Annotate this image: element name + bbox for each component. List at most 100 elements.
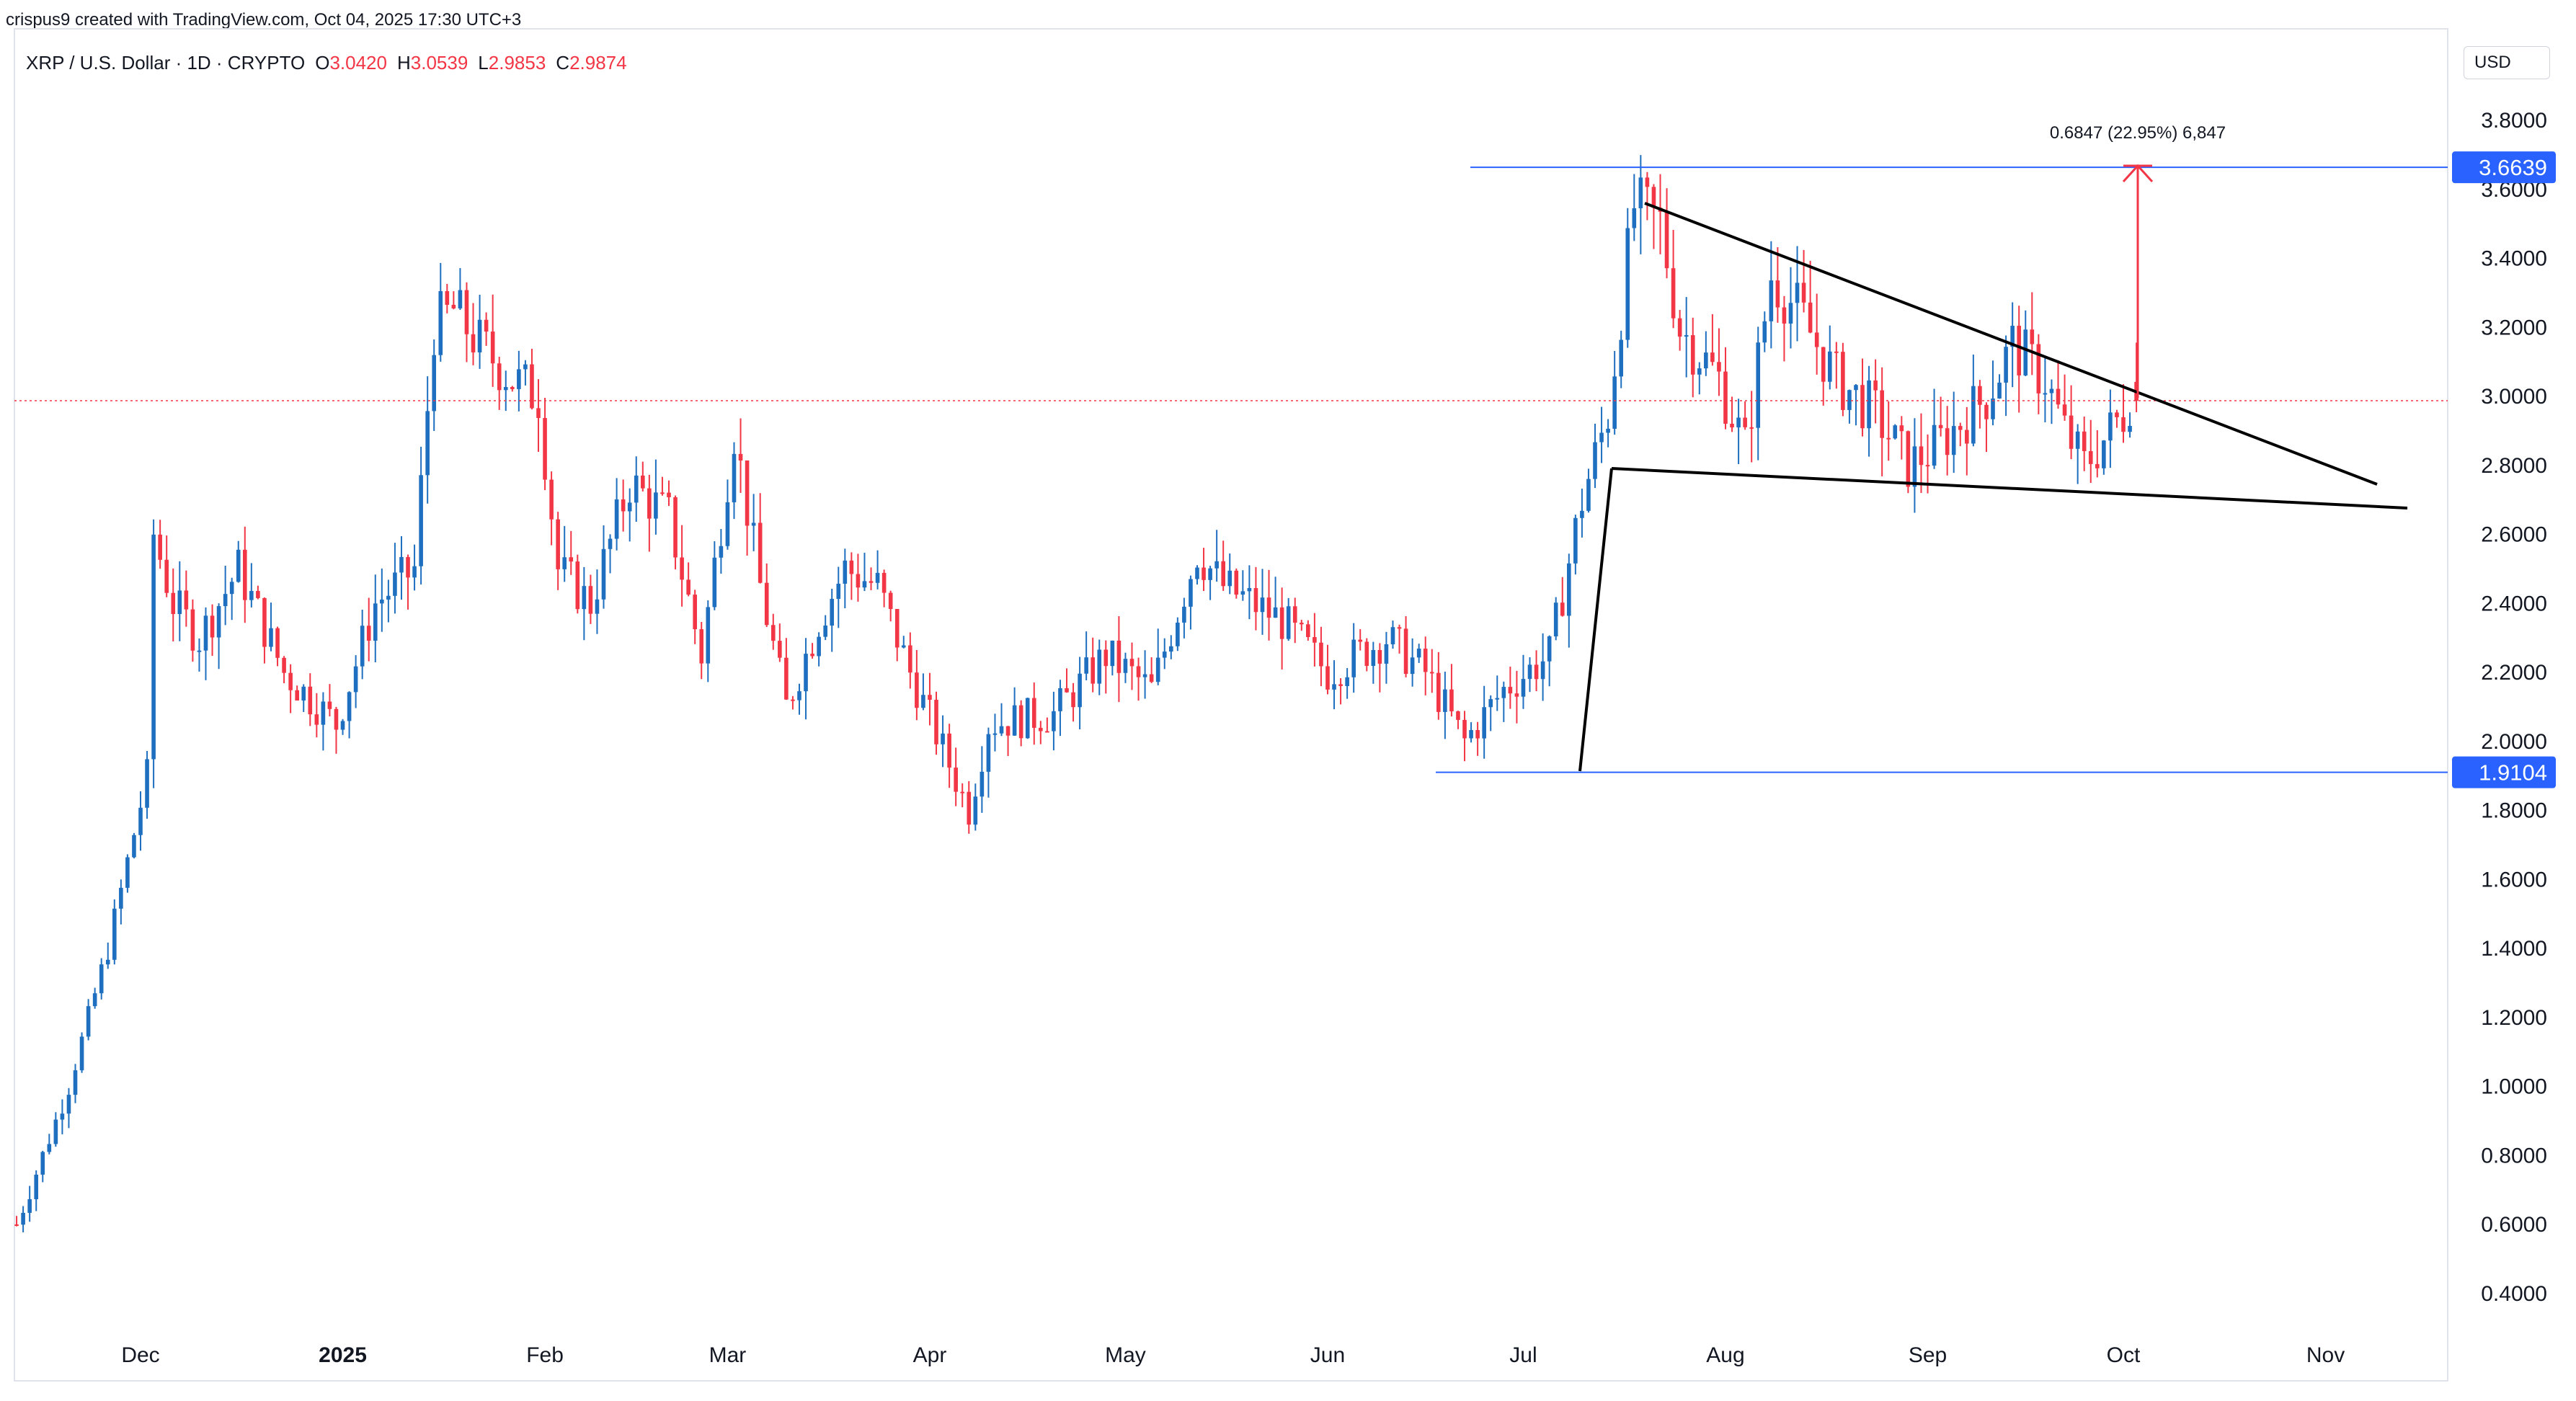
candle-body — [680, 557, 684, 580]
candle-body — [2030, 329, 2035, 344]
low-value: 2.9853 — [488, 52, 546, 74]
candle-body — [406, 556, 410, 578]
candle-body — [1743, 417, 1747, 427]
candle-body — [2017, 326, 2022, 375]
candle-body — [236, 549, 241, 582]
candle-body — [784, 657, 789, 700]
candle-body — [105, 959, 110, 965]
candle-body — [1769, 280, 1774, 321]
candle-body — [164, 559, 169, 593]
close-label: C — [556, 52, 570, 74]
candle-body — [751, 522, 756, 526]
close-value: 2.9874 — [569, 52, 627, 74]
candle-body — [1299, 623, 1304, 625]
candle-body — [1345, 677, 1349, 686]
y-tick-label: 0.4000 — [2481, 1282, 2547, 1306]
symbol-name[interactable]: XRP / U.S. Dollar · 1D · CRYPTO — [26, 52, 306, 74]
candle-body — [1286, 606, 1291, 639]
candle-body — [380, 599, 384, 604]
candle-body — [1514, 693, 1519, 697]
candle-body — [1039, 727, 1043, 731]
candle-body — [2023, 329, 2028, 375]
candle-body — [60, 1113, 65, 1120]
candle-body — [1018, 705, 1023, 739]
candle-body — [530, 364, 534, 409]
candle-body — [817, 636, 821, 657]
candle-body — [366, 626, 371, 641]
candle-body — [229, 582, 234, 595]
candle-body — [2010, 326, 2015, 347]
candle-body — [1906, 431, 1911, 487]
candle-body — [881, 572, 887, 593]
open-label: O — [315, 52, 330, 74]
candle-body — [1782, 307, 1787, 324]
candle-body — [1110, 640, 1115, 667]
candle-body — [1319, 642, 1323, 667]
candle-body — [947, 733, 951, 768]
candle-body — [823, 626, 827, 637]
candle-body — [412, 566, 417, 578]
candle-body — [686, 579, 690, 595]
candle-body — [2043, 393, 2048, 395]
candle-body — [171, 592, 176, 615]
candle-body — [1573, 517, 1578, 564]
candle-body — [1397, 627, 1402, 629]
candle-body — [954, 768, 958, 792]
candle-body — [849, 560, 854, 574]
trend-leg — [1578, 468, 1613, 772]
candle-body — [99, 964, 104, 994]
candle-body — [1279, 607, 1284, 639]
candle-body — [738, 453, 743, 461]
candle-body — [1873, 380, 1878, 391]
candle-body — [1456, 711, 1460, 720]
candle-body — [1045, 731, 1049, 733]
candle-body — [2108, 412, 2113, 441]
candle-body — [399, 556, 404, 573]
candle-body — [47, 1144, 52, 1152]
candle-body — [856, 574, 861, 588]
candle-body — [1619, 339, 1624, 377]
candle-body — [79, 1036, 84, 1071]
y-tick-label: 2.4000 — [2481, 592, 2547, 615]
candle-body — [869, 581, 874, 583]
x-tick-label: Jul — [1509, 1343, 1537, 1367]
candle-body — [1384, 644, 1389, 664]
candle-body — [2049, 388, 2054, 393]
candle-body — [503, 387, 508, 391]
candle-body — [464, 290, 469, 334]
candle-body — [347, 692, 352, 721]
candle-body — [1332, 684, 1336, 690]
candle-body — [1860, 385, 1865, 429]
candle-body — [1508, 687, 1513, 694]
candle-body — [549, 479, 554, 520]
candle-body — [1292, 606, 1297, 623]
candle-body — [764, 582, 769, 626]
candle-body — [588, 586, 593, 614]
candle-body — [804, 654, 808, 692]
candle-body — [843, 560, 848, 584]
candle-body — [1182, 606, 1186, 623]
high-value: 3.0539 — [410, 52, 468, 74]
candle-body — [941, 733, 945, 744]
candle-body — [1091, 657, 1096, 684]
candle-body — [262, 597, 267, 647]
candle-body — [536, 408, 541, 418]
candle-body — [1762, 321, 1767, 343]
candle-body — [1801, 283, 1806, 303]
candle-body — [1168, 646, 1173, 652]
candle-body — [725, 502, 730, 546]
candle-body — [1136, 666, 1141, 677]
candle-body — [1984, 404, 1989, 419]
candle-body — [1449, 689, 1454, 712]
candle-body — [1553, 602, 1558, 637]
candle-body — [1808, 302, 1813, 333]
candle-body — [386, 595, 391, 600]
candle-body — [340, 721, 345, 730]
candle-body — [627, 502, 632, 512]
candle-body — [770, 625, 776, 641]
currency-selector[interactable]: USD — [2464, 46, 2550, 79]
candle-body — [1938, 424, 1943, 429]
candle-body — [960, 791, 965, 793]
candle-body — [2082, 431, 2087, 451]
